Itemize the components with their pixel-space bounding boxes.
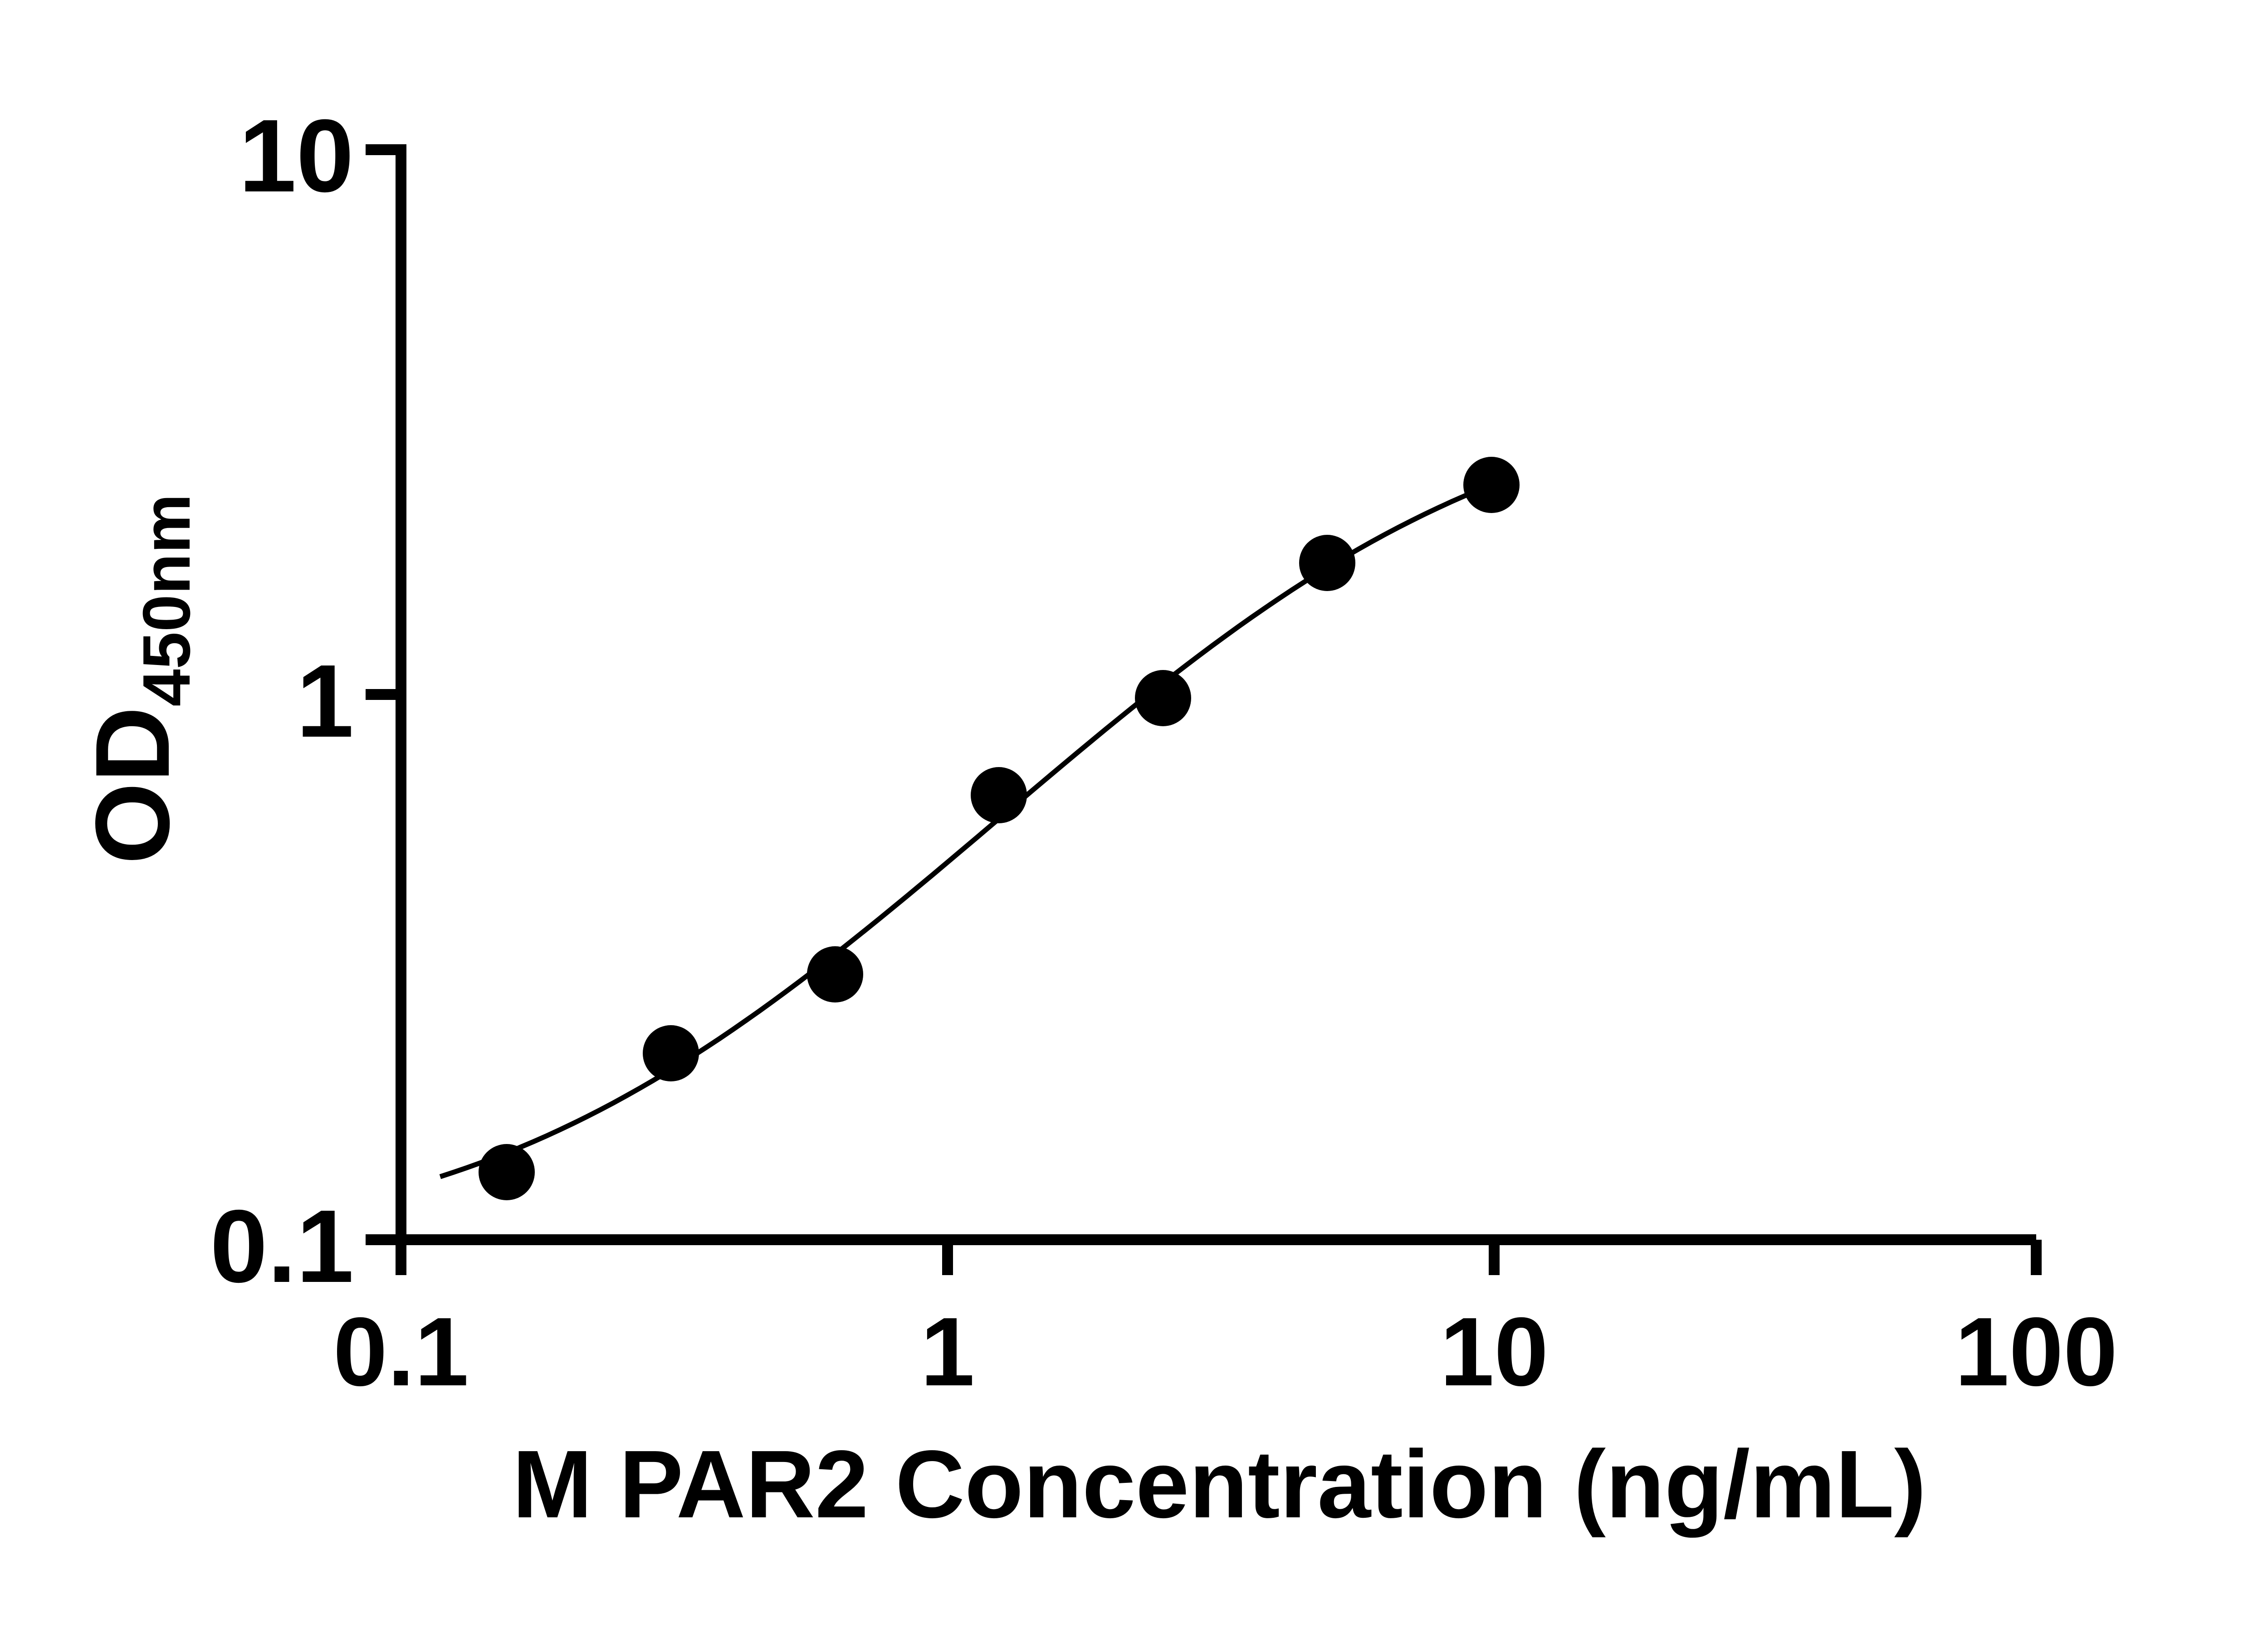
svg-text:1: 1 — [920, 1297, 975, 1406]
svg-text:1: 1 — [296, 644, 354, 759]
svg-text:10: 10 — [239, 98, 354, 214]
svg-text:10: 10 — [1440, 1297, 1548, 1406]
svg-text:M PAR2 Concentration (ng/mL): M PAR2 Concentration (ng/mL) — [512, 1430, 1926, 1538]
svg-text:0.1: 0.1 — [210, 1189, 354, 1304]
svg-text:100: 100 — [1955, 1297, 2118, 1406]
svg-text:0.1: 0.1 — [333, 1297, 469, 1406]
